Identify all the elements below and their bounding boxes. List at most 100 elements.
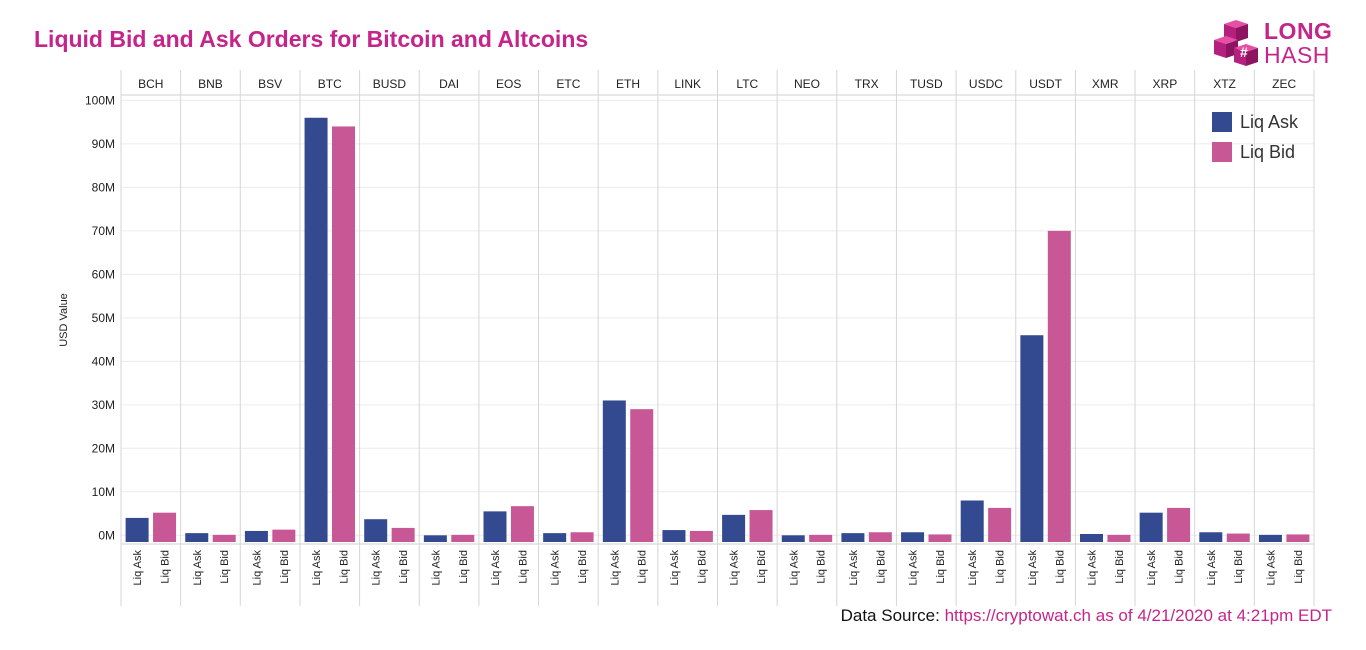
bar-zec-ask <box>1258 534 1282 542</box>
y-tick-label: 50M <box>92 311 115 325</box>
bar-busd-bid <box>391 527 415 542</box>
category-label: USDT <box>1029 77 1062 91</box>
logo-cube-icon: # <box>1214 20 1258 66</box>
bar-tusd-ask <box>901 532 925 542</box>
category-label: XTZ <box>1213 77 1236 91</box>
bar-ltc-ask <box>722 514 746 542</box>
sub-category-label: Liq Ask <box>490 550 502 586</box>
sub-category-label: Liq Bid <box>219 550 231 584</box>
bar-btc-ask <box>304 117 328 543</box>
bar-bsv-ask <box>244 530 268 542</box>
bar-eos-bid <box>510 506 534 542</box>
y-tick-label: 0M <box>98 528 115 542</box>
sub-category-label: Liq Bid <box>637 550 649 584</box>
category-label: EOS <box>496 77 521 91</box>
y-tick-label: 20M <box>92 441 115 455</box>
sub-category-label: Liq Bid <box>696 550 708 584</box>
bar-eth-bid <box>630 409 654 542</box>
sub-category-label: Liq Bid <box>577 550 589 584</box>
category-label: TRX <box>855 77 879 91</box>
source-label: Data Source: <box>840 606 940 625</box>
bar-etc-bid <box>570 532 594 542</box>
sub-category-label: Liq Bid <box>935 550 947 584</box>
sub-category-label: Liq Ask <box>371 550 383 586</box>
svg-text:#: # <box>1240 44 1248 60</box>
sub-category-label: Liq Ask <box>550 550 562 586</box>
sub-category-label: Liq Ask <box>908 550 920 586</box>
data-source-note: Data Source: https://cryptowat.ch as of … <box>841 606 1332 626</box>
bar-bnb-bid <box>212 534 236 542</box>
bar-xmr-ask <box>1080 533 1104 542</box>
sub-category-label: Liq Ask <box>132 550 144 586</box>
y-axis-label: USD Value <box>58 293 70 347</box>
y-tick-label: 10M <box>92 485 115 499</box>
y-tick-label: 80M <box>92 180 115 194</box>
sub-category-label: Liq Ask <box>1027 550 1039 586</box>
y-tick-label: 100M <box>85 93 115 107</box>
sub-category-label: Liq Ask <box>848 550 860 586</box>
sub-category-label: Liq Bid <box>1054 550 1066 584</box>
bar-neo-ask <box>781 535 805 542</box>
bar-neo-bid <box>809 534 833 542</box>
category-label: NEO <box>794 77 820 91</box>
longhash-logo: # LONG HASH <box>1214 18 1334 70</box>
source-link[interactable]: https://cryptowat.ch as of 4/21/2020 at … <box>944 606 1332 625</box>
category-label: XMR <box>1092 77 1119 91</box>
bar-xrp-ask <box>1139 512 1163 542</box>
bar-tusd-bid <box>928 534 952 542</box>
category-label: USDC <box>969 77 1003 91</box>
bar-ltc-bid <box>749 510 773 542</box>
bar-usdt-bid <box>1047 230 1071 542</box>
bar-eth-ask <box>602 400 626 542</box>
bar-etc-ask <box>543 533 567 542</box>
legend-label-bid: Liq Bid <box>1240 142 1295 162</box>
category-label: LINK <box>674 77 701 91</box>
sub-category-label: Liq Bid <box>398 550 410 584</box>
sub-category-label: Liq Ask <box>1146 550 1158 586</box>
sub-category-label: Liq Ask <box>729 550 741 586</box>
sub-category-label: Liq Ask <box>967 550 979 586</box>
bar-dai-ask <box>423 535 447 542</box>
sub-category-label: Liq Bid <box>160 550 172 584</box>
bar-usdt-ask <box>1020 335 1044 542</box>
bar-xtz-bid <box>1226 533 1250 542</box>
logo-text-long: LONG <box>1264 18 1333 44</box>
bar-usdc-ask <box>960 500 984 542</box>
category-label: DAI <box>439 77 459 91</box>
bar-busd-ask <box>364 519 388 542</box>
category-label: BTC <box>318 77 342 91</box>
sub-category-label: Liq Ask <box>251 550 263 586</box>
sub-category-label: Liq Ask <box>788 550 800 586</box>
labels: 0M 10M 20M 30M 40M 50M 60M 70M 80M 90M 100M USD Val… <box>58 77 1305 585</box>
logo-text-hash: HASH <box>1264 42 1330 68</box>
legend-swatch-bid <box>1212 142 1232 162</box>
category-label: ZEC <box>1272 77 1296 91</box>
bar-xtz-ask <box>1199 532 1223 542</box>
sub-category-label: Liq Bid <box>995 550 1007 584</box>
bar-xrp-bid <box>1167 507 1191 542</box>
panel-dividers <box>120 70 1315 606</box>
legend-label-ask: Liq Ask <box>1240 112 1299 132</box>
bar-bnb-ask <box>185 533 209 542</box>
bar-eos-ask <box>483 511 507 542</box>
sub-category-label: Liq Bid <box>875 550 887 584</box>
category-label: ETH <box>616 77 640 91</box>
sub-category-label: Liq Ask <box>1087 550 1099 586</box>
bar-zec-bid <box>1286 534 1310 542</box>
sub-category-label: Liq Bid <box>517 550 529 584</box>
sub-category-label: Liq Bid <box>1293 550 1305 584</box>
bar-trx-ask <box>841 533 865 542</box>
bar-btc-bid <box>331 126 355 543</box>
sub-category-label: Liq Ask <box>430 550 442 586</box>
sub-category-label: Liq Bid <box>756 550 768 584</box>
category-label: TUSD <box>910 77 943 91</box>
y-tick-label: 60M <box>92 267 115 281</box>
legend: Liq Ask Liq Bid <box>1212 112 1299 162</box>
sub-category-label: Liq Ask <box>192 550 204 586</box>
bar-link-bid <box>689 530 713 542</box>
bar-link-ask <box>662 530 686 542</box>
sub-category-label: Liq Bid <box>458 550 470 584</box>
sub-category-label: Liq Ask <box>1206 550 1218 586</box>
bar-xmr-bid <box>1107 534 1131 542</box>
